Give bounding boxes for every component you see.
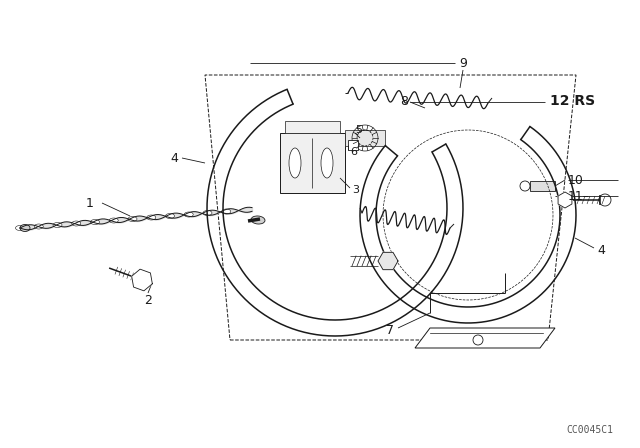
Ellipse shape: [109, 218, 118, 223]
Text: 3: 3: [352, 185, 359, 195]
FancyBboxPatch shape: [280, 133, 345, 193]
Ellipse shape: [72, 221, 81, 226]
Circle shape: [357, 130, 373, 146]
Circle shape: [599, 194, 611, 206]
FancyBboxPatch shape: [285, 121, 340, 133]
Ellipse shape: [53, 223, 62, 228]
Text: CC0045C1: CC0045C1: [566, 425, 614, 435]
Text: 8: 8: [400, 95, 408, 108]
Ellipse shape: [289, 148, 301, 178]
Polygon shape: [132, 269, 152, 291]
Text: 6: 6: [350, 147, 357, 157]
Ellipse shape: [147, 215, 156, 220]
Ellipse shape: [203, 211, 212, 215]
Text: 12 RS: 12 RS: [550, 94, 595, 108]
Polygon shape: [378, 252, 398, 270]
FancyBboxPatch shape: [348, 140, 358, 150]
Ellipse shape: [35, 224, 44, 229]
Text: 9: 9: [459, 56, 467, 69]
FancyBboxPatch shape: [530, 181, 555, 191]
Text: 1: 1: [86, 197, 94, 210]
Ellipse shape: [128, 216, 137, 221]
Circle shape: [520, 181, 530, 191]
Ellipse shape: [251, 216, 265, 224]
Ellipse shape: [20, 224, 30, 232]
Ellipse shape: [90, 220, 99, 224]
FancyBboxPatch shape: [345, 130, 385, 146]
Ellipse shape: [166, 214, 175, 219]
Polygon shape: [558, 192, 572, 208]
Text: 4: 4: [170, 151, 178, 164]
Polygon shape: [415, 328, 555, 348]
Ellipse shape: [221, 209, 231, 214]
Text: 4: 4: [597, 244, 605, 257]
Text: 2: 2: [144, 293, 152, 306]
Ellipse shape: [15, 225, 24, 231]
Ellipse shape: [321, 148, 333, 178]
Ellipse shape: [184, 212, 193, 217]
Text: 7: 7: [386, 323, 394, 336]
Text: 10: 10: [568, 173, 584, 186]
Text: 11–: 11–: [568, 190, 590, 202]
Text: 5: 5: [355, 125, 362, 135]
